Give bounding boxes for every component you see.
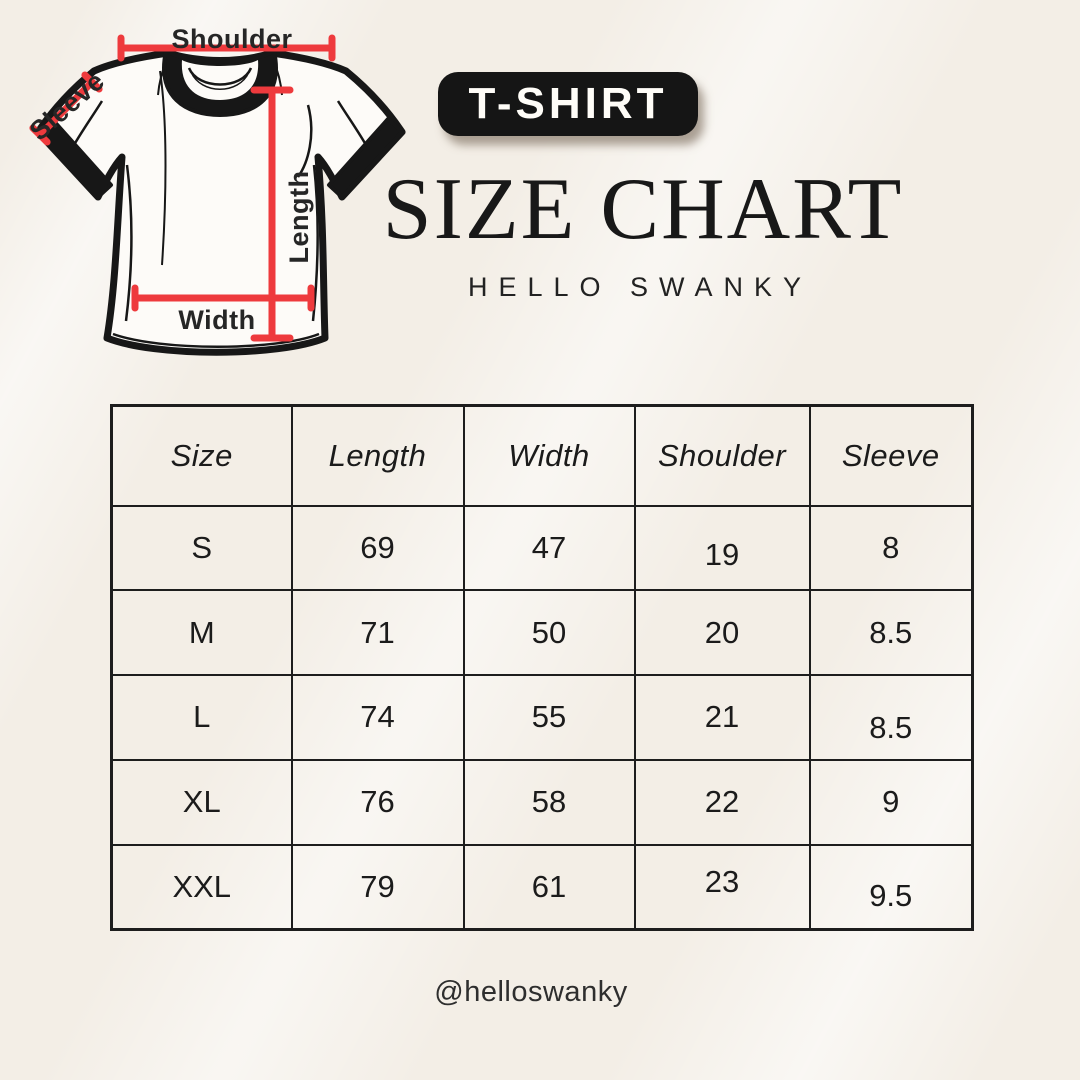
table-row: XXL 79 61 23 9.5 [110, 843, 974, 931]
size-table: Size Length Width Shoulder Sleeve S 69 47 19 8 M 7… [110, 404, 974, 931]
brand-subtitle: HELLO SWANKY [467, 272, 813, 302]
measurement-lines [29, 34, 336, 342]
right-cuff [327, 117, 404, 199]
table-row: S 69 47 19 8 [110, 504, 974, 592]
size-table-body: S 69 47 19 8 M 71 50 20 8.5 L 74 55 21 8.5 XL 76 58 22 9 XXL… [110, 504, 974, 931]
tshirt-illustration [29, 34, 406, 356]
column-header-size: Size [110, 404, 293, 507]
table-cell: 21 [633, 674, 811, 761]
table-cell: XL [110, 758, 293, 846]
badge-label: T-SHIRT [468, 79, 668, 128]
page-title: SIZE CHART [382, 161, 904, 258]
table-cell: 22 [633, 758, 811, 846]
table-cell: 8.5 [808, 674, 974, 761]
table-cell: 69 [290, 504, 465, 592]
table-row: M 71 50 20 8.5 [110, 589, 974, 677]
table-row: L 74 55 21 8.5 [110, 674, 974, 761]
table-cell: 9 [808, 758, 974, 846]
width-label: Width [178, 305, 256, 335]
table-cell: 74 [290, 674, 465, 761]
table-cell: L [110, 674, 293, 761]
table-cell: 23 [633, 843, 811, 931]
table-cell: 71 [290, 589, 465, 677]
tshirt-badge: T-SHIRT [438, 72, 698, 136]
length-label: Length [284, 170, 314, 264]
size-table-header-row: Size Length Width Shoulder Sleeve [110, 404, 974, 507]
width-measure-line [131, 284, 315, 312]
column-header-length: Length [290, 404, 465, 507]
table-cell: 19 [633, 504, 811, 592]
table-cell: 8.5 [808, 589, 974, 677]
table-cell: S [110, 504, 293, 592]
table-cell: XXL [110, 843, 293, 931]
table-cell: 47 [462, 504, 636, 592]
column-header-width: Width [462, 404, 636, 507]
shoulder-measure-line [117, 34, 336, 62]
table-cell: 76 [290, 758, 465, 846]
social-handle: @helloswanky [434, 976, 628, 1008]
shoulder-label: Shoulder [171, 24, 293, 54]
tshirt-diagram: Shoulder Sleeve Length Width [10, 5, 410, 390]
table-row: XL 76 58 22 9 [110, 758, 974, 846]
sleeve-measure-line [29, 71, 103, 146]
column-header-shoulder: Shoulder [633, 404, 811, 507]
size-table-wrap: Size Length Width Shoulder Sleeve S 69 47 19 8 M 7… [110, 404, 974, 931]
table-cell: 58 [462, 758, 636, 846]
table-cell: 55 [462, 674, 636, 761]
column-header-sleeve: Sleeve [808, 404, 974, 507]
table-cell: 9.5 [808, 843, 974, 931]
table-cell: 79 [290, 843, 465, 931]
table-cell: 50 [462, 589, 636, 677]
table-cell: 8 [808, 504, 974, 592]
table-cell: M [110, 589, 293, 677]
table-cell: 61 [462, 843, 636, 931]
table-cell: 20 [633, 589, 811, 677]
